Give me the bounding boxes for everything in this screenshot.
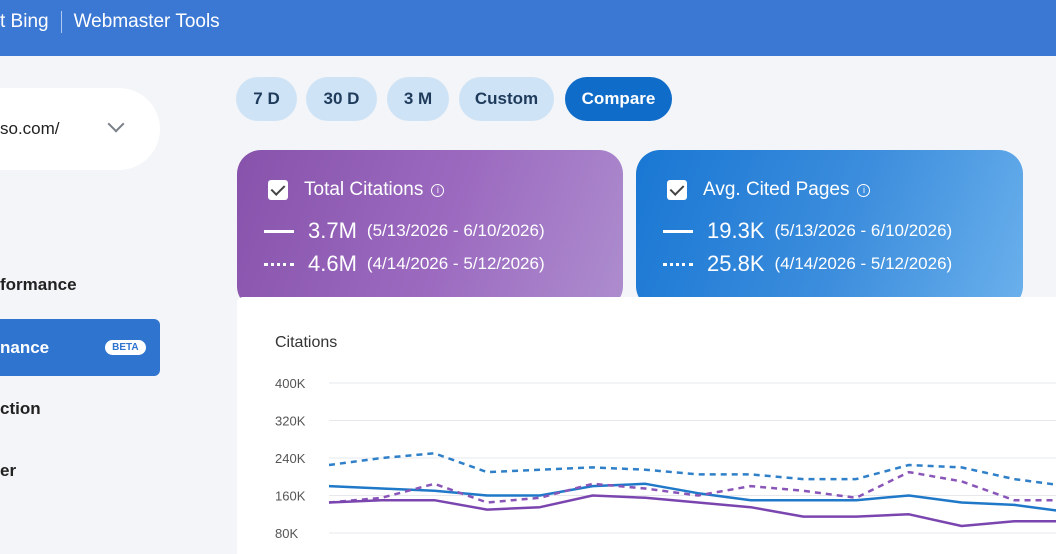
metric-title: Avg. Cited Pages i: [703, 179, 871, 201]
brand-divider: [60, 11, 62, 33]
metric-current-row: 3.7M (5/13/2026 - 6/10/2026): [264, 218, 545, 244]
metric-previous-value: 25.8K: [707, 251, 765, 276]
citations-chart[interactable]: Citations 400K 320K 240K 160K 80K: [237, 297, 1056, 554]
y-tick-label: 80K: [275, 526, 298, 541]
metric-current-row: 19.3K (5/13/2026 - 6/10/2026): [663, 218, 952, 244]
filter-30d-button[interactable]: 30 D: [306, 77, 377, 121]
metric-previous-row: 25.8K (4/14/2026 - 5/12/2026): [663, 251, 952, 277]
brand[interactable]: t Bing Webmaster Tools: [0, 0, 220, 44]
top-bar: t Bing Webmaster Tools: [0, 0, 1056, 56]
sidebar-item-ai-performance[interactable]: nance BETA: [0, 319, 160, 376]
filter-3m-button[interactable]: 3 M: [387, 77, 449, 121]
product-name: Webmaster Tools: [73, 11, 220, 32]
sidebar-item-performance[interactable]: formance: [0, 275, 77, 295]
filter-7d-button[interactable]: 7 D: [236, 77, 297, 121]
solid-line-legend-icon: [264, 229, 294, 233]
sidebar-item-explorer[interactable]: er: [0, 461, 16, 481]
metric-current-value: 19.3K: [707, 218, 765, 243]
metric-title: Total Citations i: [304, 179, 445, 201]
y-tick-label: 320K: [275, 414, 306, 429]
checkbox-checked-icon[interactable]: [667, 180, 687, 200]
metric-previous-range: (4/14/2026 - 5/12/2026): [774, 254, 953, 273]
info-icon[interactable]: i: [431, 184, 445, 197]
y-tick-label: 240K: [275, 451, 306, 466]
site-selector[interactable]: so.com/: [0, 88, 160, 170]
sidebar-item-label: formance: [0, 275, 77, 294]
site-url: so.com/: [0, 119, 60, 138]
y-tick-label: 160K: [275, 489, 306, 504]
series-line-2[interactable]: [328, 470, 1056, 504]
metric-previous-row: 4.6M (4/14/2026 - 5/12/2026): [264, 251, 545, 277]
chart-title: Citations: [275, 334, 337, 351]
info-icon[interactable]: i: [857, 184, 871, 197]
sidebar-item-inspection[interactable]: ction: [0, 399, 41, 419]
filter-compare-button[interactable]: Compare: [565, 77, 672, 121]
sidebar-item-label: er: [0, 461, 17, 480]
citations-chart-panel: Citations 400K 320K 240K 160K 80K: [237, 297, 1056, 554]
dotted-line-legend-icon: [663, 262, 693, 266]
series-line-3[interactable]: [328, 494, 1056, 528]
series-line-1[interactable]: [328, 482, 1056, 512]
metric-current-range: (5/13/2026 - 6/10/2026): [366, 221, 545, 240]
sidebar-item-label: ction: [0, 399, 41, 418]
series-line-0[interactable]: [328, 452, 1056, 486]
metric-previous-range: (4/14/2026 - 5/12/2026): [366, 254, 545, 273]
sidebar-item-label: nance: [0, 337, 50, 357]
chevron-down-icon: [107, 115, 125, 133]
filter-custom-button[interactable]: Custom: [459, 77, 554, 121]
solid-line-legend-icon: [663, 229, 693, 233]
metric-current-range: (5/13/2026 - 6/10/2026): [774, 221, 953, 240]
y-tick-label: 400K: [275, 376, 306, 391]
checkbox-checked-icon[interactable]: [268, 180, 288, 200]
metric-previous-value: 4.6M: [308, 251, 357, 276]
metric-current-value: 3.7M: [308, 218, 357, 243]
metric-card-total-citations[interactable]: Total Citations i 3.7M (5/13/2026 - 6/10/…: [237, 150, 623, 310]
metric-card-avg-cited-pages[interactable]: Avg. Cited Pages i 19.3K (5/13/2026 - 6/1…: [636, 150, 1023, 310]
dotted-line-legend-icon: [264, 262, 294, 266]
beta-badge: BETA: [105, 340, 146, 355]
app-name: t Bing: [0, 11, 49, 32]
